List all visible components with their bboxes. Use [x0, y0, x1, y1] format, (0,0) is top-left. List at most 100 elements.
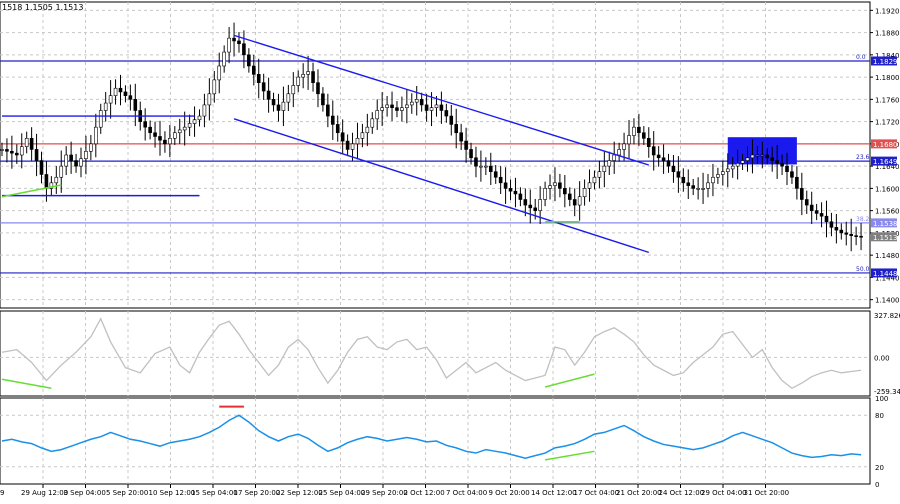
- candle-body: [296, 76, 301, 86]
- fib-level-label: 23.6: [856, 154, 870, 161]
- candle-body: [597, 171, 602, 178]
- candle-body: [360, 132, 365, 139]
- candle-body: [469, 149, 473, 159]
- candle-body: [750, 154, 755, 159]
- candle-body: [464, 140, 468, 150]
- time-label: 5 Sep 20:00: [106, 489, 148, 497]
- candle-body: [829, 221, 834, 228]
- candle-body: [770, 157, 774, 161]
- candle-body: [745, 157, 750, 161]
- candle-body: [617, 149, 621, 156]
- candle-body: [153, 132, 157, 137]
- candle-body: [760, 154, 765, 157]
- candle-body: [854, 235, 858, 237]
- candle-body: [819, 213, 824, 217]
- candle-body: [800, 188, 804, 200]
- time-label: 9 Oct 20:00: [489, 489, 530, 497]
- candle-body: [247, 54, 251, 67]
- candle-body: [182, 126, 187, 131]
- candle-body: [98, 110, 103, 128]
- candle-body: [449, 115, 454, 125]
- candle-body: [528, 204, 533, 209]
- candle-body: [484, 165, 488, 168]
- candle-body: [508, 188, 513, 192]
- candle-body: [113, 87, 118, 96]
- candle-body: [671, 165, 676, 172]
- price-divergence: [1, 184, 62, 198]
- candle-body: [177, 129, 182, 134]
- candle-body: [454, 124, 459, 134]
- cci-line: [1, 317, 862, 390]
- candle-body: [701, 188, 705, 190]
- rsi-tick-label: 100: [875, 395, 888, 403]
- rsi-divergence: [544, 450, 595, 461]
- level-price-label: 1.1649: [873, 158, 898, 166]
- price-frame: [0, 1, 871, 309]
- candle-body: [824, 215, 829, 223]
- candle-body: [69, 154, 73, 161]
- price-tick-label: 1.1480: [875, 252, 900, 260]
- candle-body: [503, 182, 508, 189]
- rsi-line: [1, 414, 862, 459]
- candle-body: [686, 182, 691, 186]
- candle-body: [661, 157, 666, 161]
- time-label: 31 Oct 20:00: [744, 489, 790, 497]
- candle-body: [74, 160, 78, 167]
- candle-body: [785, 165, 789, 172]
- time-label: 7 Oct 04:00: [446, 489, 487, 497]
- candle-body: [558, 182, 562, 189]
- candle-body: [711, 176, 715, 184]
- candle-body: [158, 136, 162, 141]
- candle-body: [839, 229, 844, 234]
- candle-body: [291, 85, 296, 95]
- candle-body: [646, 138, 651, 147]
- candle-body: [301, 74, 305, 78]
- time-label: 22 Sep 12:00: [276, 489, 323, 497]
- candle-body: [582, 188, 587, 198]
- candle-body: [577, 196, 582, 206]
- cci-divergence: [1, 378, 52, 390]
- candle-body: [409, 101, 414, 106]
- candle-body: [380, 107, 384, 111]
- candle-body: [54, 176, 59, 184]
- candle-body: [439, 104, 444, 111]
- candle-body: [143, 121, 147, 128]
- candle-body: [666, 160, 671, 167]
- price-tick-label: 1.1720: [875, 119, 900, 127]
- candle-body: [350, 143, 355, 150]
- candle-body: [0, 149, 4, 151]
- candle-body: [330, 115, 335, 125]
- cci-frame: [0, 310, 871, 397]
- candle-body: [256, 74, 261, 83]
- candle-body: [192, 119, 197, 124]
- time-label: 2 Oct 12:00: [404, 489, 445, 497]
- candle-body: [385, 104, 389, 109]
- candle-body: [429, 107, 434, 111]
- candle-body: [24, 138, 29, 147]
- fib-level-label: 38.2: [856, 216, 870, 223]
- cci-panel: [0, 317, 870, 390]
- candle-body: [59, 165, 64, 178]
- candle-body: [553, 182, 557, 186]
- candle-body: [676, 171, 681, 178]
- candle-body: [89, 143, 93, 152]
- symbol-info: 1518 1.1505 1.1513: [2, 3, 83, 12]
- candle-body: [607, 160, 612, 167]
- candle-body: [632, 126, 636, 136]
- candle-body: [567, 193, 572, 200]
- candle-body: [459, 132, 463, 142]
- time-label: 17 Oct 04:00: [574, 489, 620, 497]
- candle-body: [434, 104, 439, 109]
- time-label: 10 Sep 12:00: [149, 489, 196, 497]
- candle-body: [775, 160, 779, 164]
- time-label-fragment: 9: [0, 489, 4, 497]
- level-price-box: [871, 156, 897, 166]
- candle-body: [795, 176, 799, 189]
- candle-body: [187, 123, 192, 128]
- candle-body: [321, 93, 325, 106]
- price-tick-label: 1.1800: [875, 74, 900, 82]
- level-price-label: 1.1680: [873, 141, 898, 149]
- rsi-tick-label: 80: [875, 412, 884, 420]
- candle-body: [133, 99, 138, 111]
- candle-body: [706, 182, 710, 189]
